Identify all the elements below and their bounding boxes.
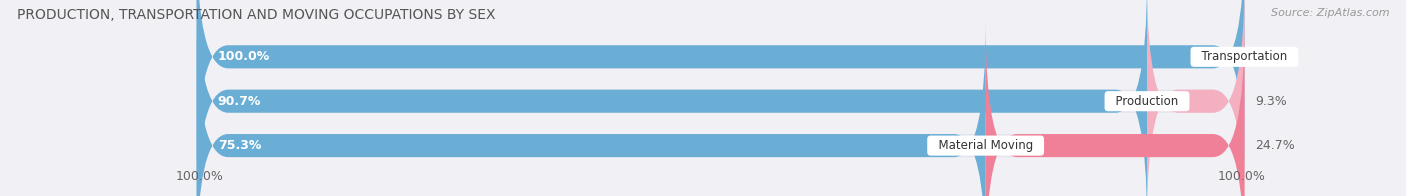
Text: Transportation: Transportation [1194,50,1295,63]
FancyBboxPatch shape [197,0,1244,178]
Text: 100.0%: 100.0% [176,170,224,183]
Text: 24.7%: 24.7% [1256,139,1295,152]
FancyBboxPatch shape [197,0,1244,196]
FancyBboxPatch shape [197,24,1244,196]
Text: 100.0%: 100.0% [218,50,270,63]
Text: 0.0%: 0.0% [1260,50,1292,63]
FancyBboxPatch shape [1147,0,1244,196]
FancyBboxPatch shape [197,24,986,196]
Text: Source: ZipAtlas.com: Source: ZipAtlas.com [1271,8,1389,18]
Text: Production: Production [1108,95,1185,108]
Text: 9.3%: 9.3% [1256,95,1286,108]
FancyBboxPatch shape [986,24,1244,196]
Text: PRODUCTION, TRANSPORTATION AND MOVING OCCUPATIONS BY SEX: PRODUCTION, TRANSPORTATION AND MOVING OC… [17,8,495,22]
Text: 100.0%: 100.0% [1218,170,1265,183]
Text: 75.3%: 75.3% [218,139,262,152]
FancyBboxPatch shape [197,0,1244,178]
Text: Material Moving: Material Moving [931,139,1040,152]
Text: 90.7%: 90.7% [218,95,262,108]
FancyBboxPatch shape [197,0,1147,196]
